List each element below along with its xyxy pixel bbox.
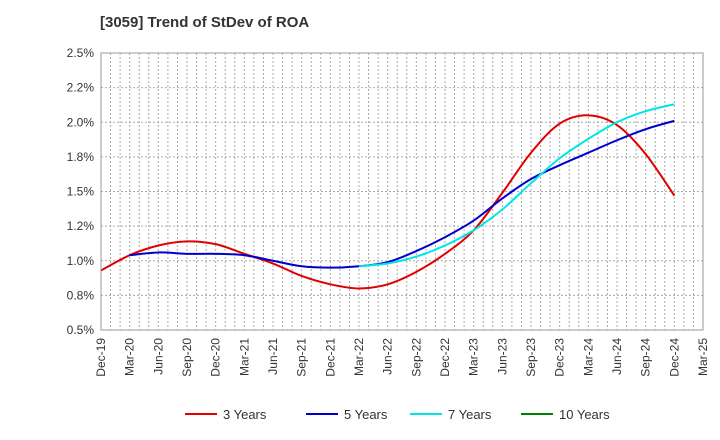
x-tick-label: Mar-22 <box>352 338 366 376</box>
x-tick-label: Sep-23 <box>524 338 538 377</box>
series-line-3-years <box>100 114 676 290</box>
x-tick-label: Jun-21 <box>266 338 280 375</box>
y-tick-label: 0.5% <box>67 323 95 337</box>
chart-title: [3059] Trend of StDev of ROA <box>100 14 309 31</box>
x-tick-label: Mar-21 <box>237 338 251 376</box>
x-tick-label: Dec-21 <box>323 338 337 377</box>
x-tick-label: Sep-20 <box>180 338 194 377</box>
x-tick-label: Mar-24 <box>581 338 595 376</box>
y-tick-label: 1.2% <box>67 219 95 233</box>
y-axis: 0.5% 0.8% 1.0% 1.2% 1.5% 1.8% 2.0% 2.2% 2.5% <box>67 46 95 337</box>
series-lines <box>100 103 676 290</box>
legend-label-5-years: 5 Years <box>344 407 388 422</box>
y-tick-label: 2.2% <box>67 81 95 95</box>
y-tick-label: 0.8% <box>67 288 95 302</box>
x-tick-label: Mar-20 <box>123 338 137 376</box>
x-tick-label: Jun-23 <box>495 338 509 375</box>
legend-label-7-years: 7 Years <box>448 407 492 422</box>
x-tick-label: Sep-24 <box>639 338 653 377</box>
legend: 3 Years 5 Years 7 Years 10 Years <box>185 407 610 422</box>
x-tick-label: Sep-22 <box>409 338 423 377</box>
x-tick-label: Jun-20 <box>151 338 165 375</box>
legend-label-10-years: 10 Years <box>559 407 610 422</box>
plot-frame <box>100 52 704 331</box>
x-tick-label: Jun-24 <box>610 338 624 375</box>
x-tick-label: Dec-24 <box>667 338 681 377</box>
series-line-5-years <box>129 119 675 269</box>
y-tick-label: 2.0% <box>67 115 95 129</box>
y-tick-label: 1.8% <box>67 150 95 164</box>
y-tick-label: 2.5% <box>67 46 95 60</box>
x-tick-label: Jun-22 <box>381 338 395 375</box>
x-tick-label: Dec-23 <box>553 338 567 377</box>
x-tick-label: Dec-20 <box>209 338 223 377</box>
series-line-7-years <box>358 103 675 268</box>
y-tick-label: 1.0% <box>67 254 95 268</box>
x-tick-label: Dec-19 <box>94 338 108 377</box>
x-axis: Dec-19 Mar-20 Jun-20 Sep-20 Dec-20 Mar-21 Jun-… <box>94 338 710 377</box>
legend-label-3-years: 3 Years <box>223 407 267 422</box>
x-tick-label: Sep-21 <box>295 338 309 377</box>
x-tick-label: Mar-23 <box>467 338 481 376</box>
y-tick-label: 1.5% <box>67 185 95 199</box>
x-tick-label: Dec-22 <box>438 338 452 377</box>
x-tick-label: Mar-25 <box>696 338 710 376</box>
grid <box>100 52 704 331</box>
